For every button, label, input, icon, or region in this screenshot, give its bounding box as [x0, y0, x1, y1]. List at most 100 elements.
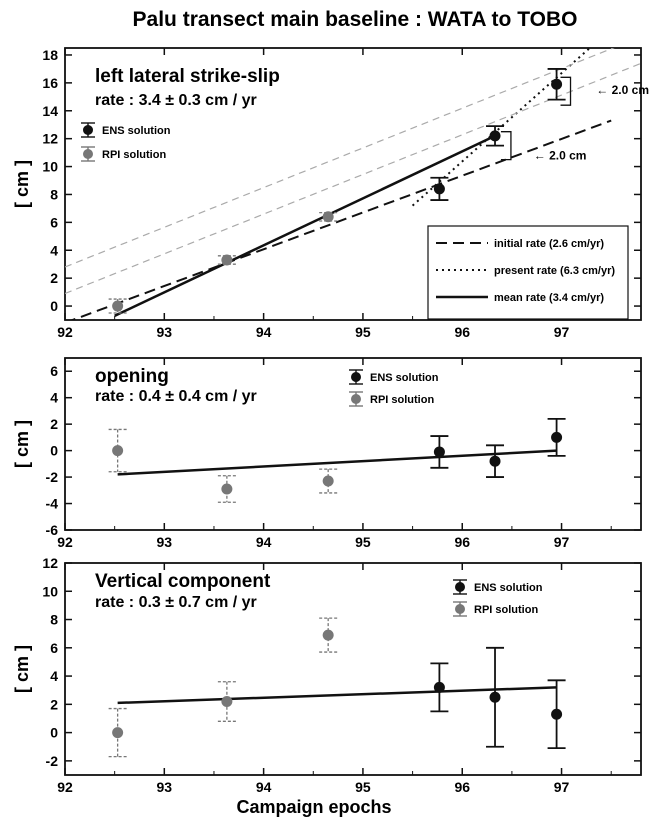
solid-rate-line — [117, 449, 557, 476]
legend-label: RPI solution — [474, 604, 538, 616]
y-tick-label: 2 — [50, 270, 58, 286]
dashed-rate-line — [69, 119, 612, 320]
ens-point — [489, 455, 501, 467]
line-legend-label: initial rate (2.6 cm/yr) — [494, 238, 604, 250]
y-tick-label: 0 — [50, 443, 58, 459]
legend-label: ENS solution — [474, 582, 543, 594]
ens-point — [433, 446, 445, 458]
y-tick-label: 10 — [42, 583, 58, 599]
legend-marker — [455, 582, 465, 592]
x-tick-label: 96 — [454, 534, 470, 550]
x-tick-label: 95 — [355, 534, 371, 550]
rpi-band-line — [65, 62, 641, 295]
panel-rate: rate : 3.4 ± 0.3 cm / yr — [95, 92, 257, 109]
y-tick-label: 6 — [50, 363, 58, 379]
y-tick-label: 0 — [50, 725, 58, 741]
panel-title: Vertical component — [95, 571, 271, 592]
x-tick-label: 92 — [57, 779, 73, 795]
x-tick-label: 95 — [355, 779, 371, 795]
line-legend-box — [427, 225, 629, 320]
y-tick-label: 4 — [50, 668, 58, 684]
y-tick-label: 6 — [50, 640, 58, 656]
x-tick-label: 97 — [554, 779, 570, 795]
y-tick-label: 6 — [50, 214, 58, 230]
ens-point — [433, 681, 445, 693]
rpi-band-line — [65, 48, 615, 268]
x-tick-label: 94 — [256, 324, 272, 340]
y-tick-label: 18 — [42, 47, 58, 63]
panel-title: opening — [95, 366, 169, 387]
dotted-rate-line — [411, 48, 592, 207]
y-axis-label: [ cm ] — [12, 645, 32, 693]
solid-rate-line — [117, 686, 557, 705]
x-tick-label: 93 — [157, 534, 173, 550]
y-tick-label: -2 — [46, 469, 59, 485]
y-tick-label: 2 — [50, 696, 58, 712]
panels: 92 93 94 95 96 97 0 2 4 6 8 10 12 14 16 18 [ cm ] ← 2.0 c… — [12, 47, 649, 795]
legend-marker — [83, 149, 93, 159]
y-tick-label: 4 — [50, 242, 58, 258]
rpi-point — [322, 211, 334, 223]
ens-point — [489, 691, 501, 703]
panel-rate: rate : 0.3 ± 0.7 cm / yr — [95, 594, 257, 611]
chart-panel-3: 92 93 94 95 96 97 -2 0 2 4 6 8 10 12 [ cm ] Vertical co… — [12, 555, 642, 795]
x-tick-label: 94 — [256, 779, 272, 795]
y-tick-label: 2 — [50, 416, 58, 432]
rpi-point — [112, 300, 124, 312]
legend-label: ENS solution — [102, 125, 171, 137]
plot-frame — [64, 357, 642, 531]
y-tick-label: 10 — [42, 159, 58, 175]
legend-marker — [455, 604, 465, 614]
rpi-point — [221, 696, 233, 708]
line-legend-label: present rate (6.3 cm/yr) — [494, 265, 615, 277]
y-tick-label: 14 — [42, 103, 58, 119]
legend-marker — [83, 125, 93, 135]
y-tick-label: 12 — [42, 555, 58, 571]
annotation-label: ← 2.0 cm — [534, 148, 587, 162]
ens-point — [489, 130, 501, 142]
y-tick-label: -6 — [46, 522, 59, 538]
x-tick-label: 92 — [57, 534, 73, 550]
plot-frame — [64, 562, 642, 776]
x-tick-label: 95 — [355, 324, 371, 340]
rpi-point — [112, 727, 124, 739]
y-tick-label: -2 — [46, 753, 59, 769]
ens-point — [551, 431, 563, 443]
fit-lines — [117, 449, 557, 476]
solid-rate-line — [114, 134, 496, 317]
legend-label: RPI solution — [102, 149, 166, 161]
annotation-label: ← 2.0 cm — [596, 83, 649, 97]
y-tick-label: 8 — [50, 612, 58, 628]
x-axis-label: Campaign epochs — [236, 797, 391, 817]
y-tick-label: 16 — [42, 75, 58, 91]
rpi-point — [221, 483, 233, 495]
legend-marker — [351, 394, 361, 404]
y-tick-label: 0 — [50, 298, 58, 314]
legend-marker — [351, 372, 361, 382]
y-tick-label: 4 — [50, 390, 58, 406]
chart-panel-2: 92 93 94 95 96 97 -6 -4 -2 0 2 4 6 [ cm ] openingrate … — [12, 357, 642, 550]
legend-label: RPI solution — [370, 394, 434, 406]
legend-label: ENS solution — [370, 372, 439, 384]
x-tick-label: 96 — [454, 779, 470, 795]
ens-point — [551, 708, 563, 720]
x-tick-label: 93 — [157, 779, 173, 795]
y-axis-label: [ cm ] — [12, 420, 32, 468]
x-tick-label: 97 — [554, 324, 570, 340]
x-tick-label: 92 — [57, 324, 73, 340]
y-tick-label: 12 — [42, 131, 58, 147]
rpi-point — [112, 445, 124, 457]
rpi-point — [322, 475, 334, 487]
annotation-bracket — [560, 76, 572, 106]
panel-title: left lateral strike-slip — [95, 66, 280, 87]
panel-rate: rate : 0.4 ± 0.4 cm / yr — [95, 388, 257, 405]
annotation-bracket — [500, 131, 512, 161]
fit-lines — [117, 686, 557, 705]
rpi-point — [221, 254, 233, 266]
rpi-point — [322, 629, 334, 641]
ens-point — [433, 183, 445, 195]
fit-lines — [65, 48, 641, 320]
x-tick-label: 97 — [554, 534, 570, 550]
chart-panel-1: 92 93 94 95 96 97 0 2 4 6 8 10 12 14 16 18 [ cm ] ← 2.0 c… — [12, 47, 649, 340]
